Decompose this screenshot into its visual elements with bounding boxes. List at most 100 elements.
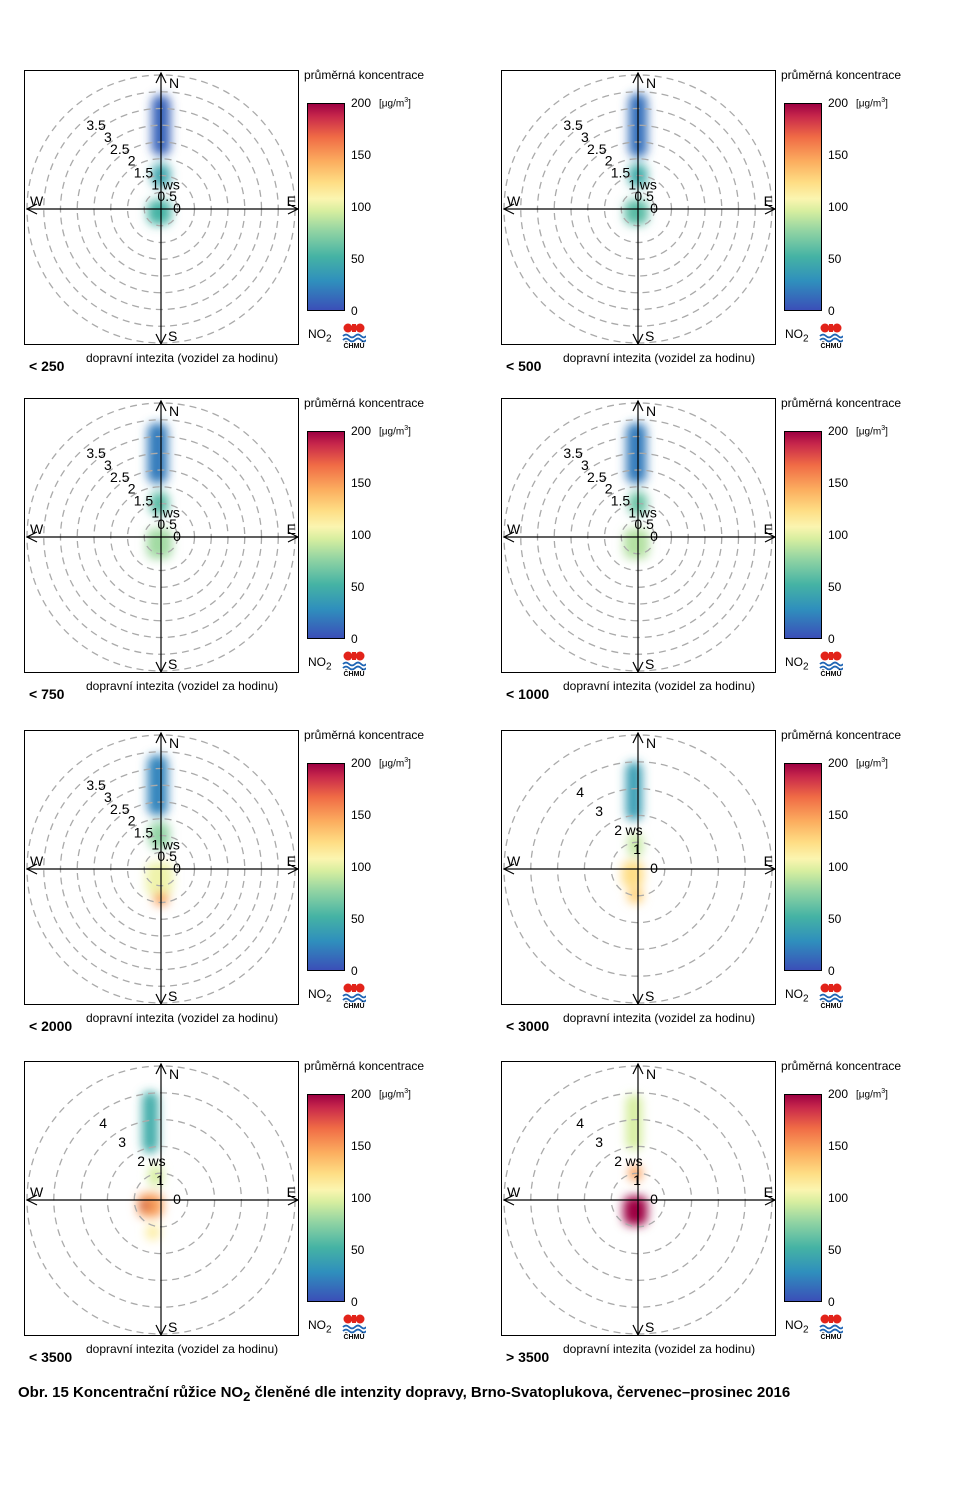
colorbar <box>307 763 345 971</box>
direction-label: W <box>30 853 44 869</box>
colorbar-tick: 150 <box>351 808 372 822</box>
unit-label: [μg/m3] <box>856 425 888 438</box>
direction-label: W <box>507 521 521 537</box>
svg-text:ČHMÚ: ČHMÚ <box>821 669 842 677</box>
svg-text:ČHMÚ: ČHMÚ <box>821 1001 842 1009</box>
direction-label: W <box>507 853 521 869</box>
ws-label: ws <box>148 1153 166 1169</box>
ring-label: 2 <box>128 153 136 169</box>
ws-label: ws <box>162 176 180 192</box>
pollutant-label: NO2 <box>785 987 809 1005</box>
traffic-axis-label: dopravní intezita (vozidel za hodinu) <box>563 1342 756 1356</box>
rose-plot: N E S W 0 1 2 ws 3 4 <box>501 730 776 1005</box>
ring-label: 3 <box>581 457 589 473</box>
rose-panel: N E S W 0 0.5 1 ws 1.5 2 2.5 3 3.5 průměrná koncentra… <box>501 396 941 718</box>
ring-label: 1 <box>633 841 641 857</box>
traffic-axis-label: dopravní intezita (vozidel za hodinu) <box>86 1342 279 1356</box>
unit-label: [μg/m3] <box>379 425 411 438</box>
concentration-lobe <box>621 860 644 888</box>
pollutant-label: NO2 <box>308 987 332 1005</box>
rose-svg: N E S W 00.51 ws 1.522.533.5 <box>502 71 775 344</box>
concentration-lobe <box>627 887 644 904</box>
colorbar <box>784 431 822 639</box>
traffic-axis-label: dopravní intezita (vozidel za hodinu) <box>563 679 756 693</box>
unit-label: [μg/m3] <box>379 1088 411 1101</box>
colorbar-tick: 100 <box>351 1191 372 1205</box>
direction-label: S <box>645 988 654 1004</box>
compass-axes <box>25 71 298 344</box>
rose-panel: N E S W 0 1 2 ws 3 4 průměrná koncentrace 200 150 100… <box>501 728 941 1050</box>
caption-subscript: 2 <box>243 1389 251 1404</box>
colorbar-tick: 150 <box>828 476 849 490</box>
compass-axes <box>25 1062 298 1335</box>
ring-label: 2 <box>128 481 136 497</box>
colorbar-tick: 150 <box>828 148 849 162</box>
direction-label: S <box>168 1319 177 1335</box>
direction-label: E <box>764 521 773 537</box>
colorbar-tick: 150 <box>828 808 849 822</box>
legend-title: průměrná koncentrace <box>304 68 425 82</box>
colorbar-tick: 200 <box>828 756 849 770</box>
ws-label: ws <box>639 504 657 520</box>
ring-label: 3 <box>104 789 112 805</box>
colorbar-tick: 0 <box>351 304 358 318</box>
concentration-lobe <box>146 528 172 559</box>
unit-label: [μg/m3] <box>856 97 888 110</box>
ws-label: ws <box>162 836 180 852</box>
pollutant-label: NO2 <box>308 327 332 345</box>
colorbar-tick: 150 <box>828 1139 849 1153</box>
ring-label: 0.5 <box>157 516 177 532</box>
direction-label: N <box>646 1066 656 1082</box>
direction-label: W <box>30 1184 44 1200</box>
ring-label: 0 <box>173 860 181 876</box>
chmu-logo: ČHMÚ <box>342 651 367 678</box>
compass-axes <box>25 731 298 1004</box>
legend-title: průměrná koncentrace <box>781 68 902 82</box>
direction-label: S <box>645 1319 654 1335</box>
colorbar-tick: 200 <box>828 96 849 110</box>
ring-label: 4 <box>576 784 584 800</box>
colorbar-tick: 150 <box>351 476 372 490</box>
ring-label: 3 <box>104 457 112 473</box>
ws-label: ws <box>625 1153 643 1169</box>
direction-label: N <box>169 75 179 91</box>
direction-label: S <box>168 988 177 1004</box>
ring-label: 0 <box>650 1191 658 1207</box>
ring-label: 2 <box>605 481 613 497</box>
direction-label: N <box>646 403 656 419</box>
legend-title: průměrná koncentrace <box>781 728 902 742</box>
rose-svg: N E S W 012 ws 34 <box>25 1062 298 1335</box>
ring-label: 1 <box>151 836 159 852</box>
legend-title: průměrná koncentrace <box>781 396 902 410</box>
rose-svg: N E S W 00.51 ws 1.522.533.5 <box>502 399 775 672</box>
concentration-lobe <box>142 1091 159 1154</box>
chmu-logo: ČHMÚ <box>819 323 844 350</box>
concentration-lobe <box>626 423 647 484</box>
direction-label: S <box>168 656 177 672</box>
rose-svg: N E S W 012 ws 34 <box>502 1062 775 1335</box>
svg-text:ČHMÚ: ČHMÚ <box>344 1332 365 1340</box>
ring-label: 1 <box>151 504 159 520</box>
compass-axes <box>502 1062 775 1335</box>
concentration-lobe <box>625 1094 643 1151</box>
legend-title: průměrná koncentrace <box>304 728 425 742</box>
colorbar <box>307 431 345 639</box>
pollutant-label: NO2 <box>785 327 809 345</box>
traffic-class-label: > 3500 <box>506 1349 550 1365</box>
direction-label: N <box>169 735 179 751</box>
direction-label: S <box>168 328 177 344</box>
ring-label: 1.5 <box>134 824 154 840</box>
direction-label: W <box>507 1184 521 1200</box>
direction-label: E <box>287 193 296 209</box>
rose-plot: N E S W 0 0.5 1 ws 1.5 2 2.5 3 3.5 <box>24 398 299 673</box>
direction-label: E <box>287 521 296 537</box>
ring-label: 3 <box>581 129 589 145</box>
colorbar-tick: 200 <box>828 424 849 438</box>
ring-label: 3 <box>595 803 603 819</box>
ring-label: 2.5 <box>587 469 607 485</box>
concentration-lobe <box>149 822 170 849</box>
ring-label: 1.5 <box>611 164 631 180</box>
direction-label: N <box>169 1066 179 1082</box>
concentration-lobe <box>627 832 643 857</box>
ring-label: 0 <box>173 528 181 544</box>
